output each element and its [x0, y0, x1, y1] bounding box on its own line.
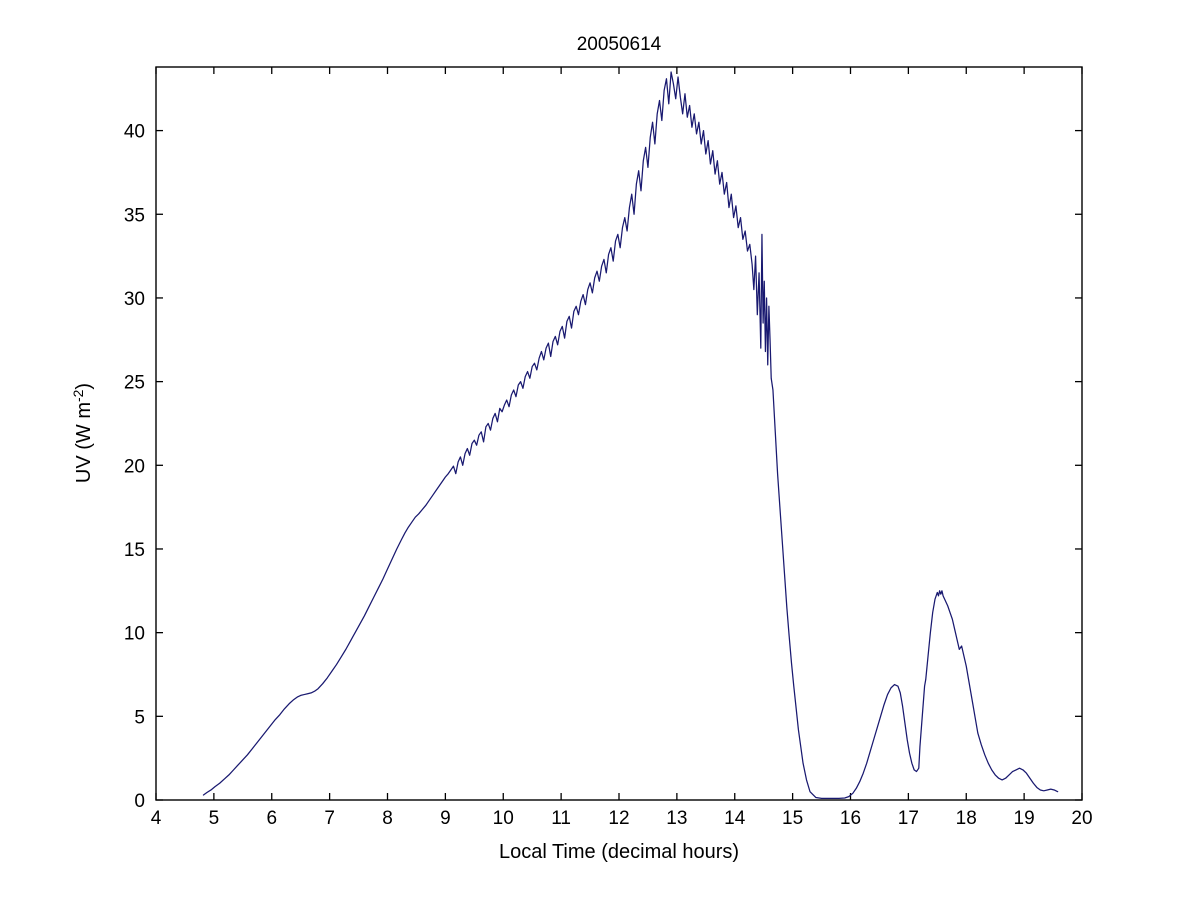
x-tick-label: 17: [898, 808, 919, 829]
y-tick-label: 10: [124, 624, 145, 645]
x-tick-label: 11: [551, 808, 571, 829]
y-tick-label: 20: [124, 456, 145, 477]
x-tick-label: 4: [151, 808, 162, 829]
plot-frame: [155, 66, 1083, 801]
x-tick-label: 16: [840, 808, 861, 829]
y-tick-label: 35: [124, 205, 145, 226]
y-tick-label: 25: [124, 373, 145, 394]
data-series-uv-irradiance: [202, 71, 1059, 799]
y-axis-ticks: 0 5 10 15 20 25 30 35 40: [124, 122, 1082, 812]
y-axis-label-prefix: UV (W m: [73, 402, 95, 483]
x-tick-label: 15: [782, 808, 803, 829]
y-axis-label-suffix: ): [73, 383, 95, 390]
chart-title: 20050614: [577, 34, 662, 55]
y-axis-label-superscript: -2: [70, 389, 86, 402]
y-tick-label: 15: [124, 540, 145, 561]
x-tick-label: 10: [493, 808, 514, 829]
y-tick-label: 5: [134, 707, 145, 728]
y-tick-label: 40: [124, 122, 145, 143]
x-tick-label: 20: [1071, 808, 1092, 829]
y-tick-label: 0: [134, 791, 145, 812]
x-tick-label: 12: [608, 808, 629, 829]
y-axis-label: UV (W m-2): [70, 383, 95, 483]
y-tick-label: 30: [124, 289, 145, 310]
x-tick-label: 19: [1014, 808, 1035, 829]
y-axis-label-group: UV (W m-2): [70, 383, 95, 483]
x-tick-label: 18: [956, 808, 977, 829]
x-tick-label: 9: [440, 808, 451, 829]
x-axis-ticks: 4 5 6 7 8 9 10 11 12 13 14 15 16 17 18 19 20: [151, 67, 1093, 829]
x-tick-label: 6: [266, 808, 277, 829]
x-tick-label: 5: [209, 808, 220, 829]
x-tick-label: 13: [666, 808, 687, 829]
x-tick-label: 14: [724, 808, 746, 829]
x-axis-label: Local Time (decimal hours): [499, 841, 739, 863]
x-tick-label: 8: [382, 808, 393, 829]
x-tick-label: 7: [324, 808, 335, 829]
